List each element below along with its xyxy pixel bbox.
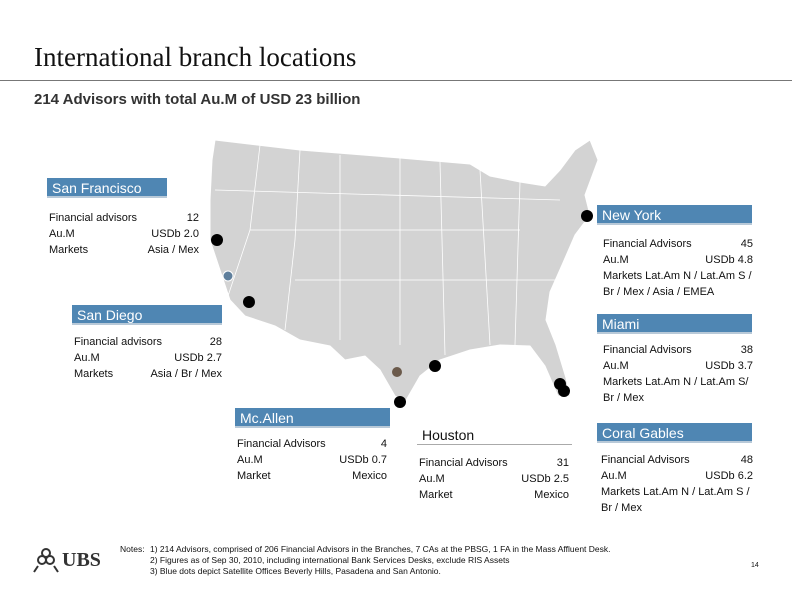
detail-value: 28	[209, 336, 222, 348]
detail-value: USDb 3.7	[705, 360, 753, 372]
detail-label: Financial Advisors	[603, 238, 692, 250]
title: International branch locations	[34, 42, 357, 72]
branch-details: Financial Advisors 31 Au.M USDb 2.5 Market Me…	[419, 455, 569, 503]
branch-header: Miami	[597, 314, 752, 334]
detail-row: Au.M USDb 4.8	[603, 252, 753, 268]
detail-row: Markets Asia / Mex	[49, 242, 199, 258]
branch-details: Financial Advisors 38 Au.M USDb 3.7 Markets …	[603, 342, 753, 406]
detail-value: USDb 4.8	[705, 254, 753, 266]
branch-header: San Francisco	[47, 178, 167, 198]
branch-header: San Diego	[72, 305, 222, 325]
page-number: 14	[751, 562, 759, 569]
detail-row: Financial Advisors 31	[419, 455, 569, 471]
detail-label: Au.M	[419, 473, 445, 485]
detail-row: Financial Advisors 4	[237, 436, 387, 452]
detail-row: Financial Advisors 48	[601, 452, 753, 468]
branch-header: Mc.Allen	[235, 408, 390, 428]
notes: Notes: 1) 214 Advisors, comprised of 206…	[120, 544, 700, 577]
detail-row: Financial Advisors 38	[603, 342, 753, 358]
detail-label: Financial Advisors	[603, 344, 692, 356]
detail-label: Markets	[49, 244, 89, 256]
detail-row: Au.M USDb 2.0	[49, 226, 199, 242]
detail-label: Financial Advisors	[237, 438, 326, 450]
detail-value: Mexico	[352, 470, 387, 482]
branch-details: Financial Advisors 45 Au.M USDb 4.8 Markets …	[603, 236, 753, 300]
note-line: 2) Figures as of Sep 30, 2010, including…	[150, 555, 510, 565]
detail-label: Financial Advisors	[419, 457, 508, 469]
logo: UBS	[62, 549, 101, 571]
detail-label: Market	[419, 489, 453, 501]
detail-row: Au.M USDb 2.5	[419, 471, 569, 487]
detail-value: 48	[740, 454, 753, 466]
markets-text: Markets Lat.Am N / Lat.Am S/ Br / Mex	[603, 376, 749, 404]
branch-header: Coral Gables	[597, 423, 752, 443]
detail-label: Au.M	[603, 360, 629, 372]
detail-row: Market Mexico	[237, 468, 387, 484]
detail-label: Au.M	[601, 470, 627, 482]
branch-details: Financial advisors 12 Au.M USDb 2.0 Markets A…	[49, 210, 199, 258]
branch-header: Houston	[417, 425, 572, 445]
subtitle: 214 Advisors with total Au.M of USD 23 b…	[34, 91, 361, 108]
detail-row: Financial advisors 28	[74, 334, 222, 350]
branch-details: Financial Advisors 48 Au.M USDb 6.2 Markets …	[601, 452, 753, 516]
branch-details: Financial Advisors 4 Au.M USDb 0.7 Market Mex…	[237, 436, 387, 484]
office-dots	[211, 210, 593, 408]
detail-row: Markets Asia / Br / Mex	[74, 366, 222, 382]
detail-label: Market	[237, 470, 271, 482]
detail-row: Market Mexico	[419, 487, 569, 503]
detail-label: Au.M	[603, 254, 629, 266]
us-map	[209, 139, 599, 403]
detail-row: Financial advisors 12	[49, 210, 199, 226]
title-rule	[0, 80, 792, 81]
detail-value: 31	[556, 457, 569, 469]
detail-value: Mexico	[534, 489, 569, 501]
detail-value: 12	[186, 212, 199, 224]
detail-value: USDb 2.5	[521, 473, 569, 485]
markets-text: Markets Lat.Am N / Lat.Am S / Br / Mex /…	[603, 270, 752, 298]
detail-row: Au.M USDb 3.7	[603, 358, 753, 374]
ubs-keys	[33, 548, 59, 573]
detail-value: USDb 0.7	[339, 454, 387, 466]
detail-label: Au.M	[49, 228, 75, 240]
detail-row: Au.M USDb 6.2	[601, 468, 753, 484]
detail-label: Au.M	[237, 454, 263, 466]
state-lines	[214, 144, 561, 356]
detail-label: Financial Advisors	[601, 454, 690, 466]
detail-value: Asia / Br / Mex	[150, 368, 222, 380]
detail-label: Markets	[74, 368, 114, 380]
detail-label: Au.M	[74, 352, 100, 364]
detail-value: 45	[740, 238, 753, 250]
notes-label: Notes:	[120, 544, 145, 554]
detail-value: Asia / Mex	[147, 244, 199, 256]
detail-row: Au.M USDb 0.7	[237, 452, 387, 468]
detail-value: 38	[740, 344, 753, 356]
detail-row: Financial Advisors 45	[603, 236, 753, 252]
detail-value: USDb 6.2	[705, 470, 753, 482]
detail-value: USDb 2.0	[151, 228, 199, 240]
note-line: 1) 214 Advisors, comprised of 206 Financ…	[150, 544, 611, 554]
branch-details: Financial advisors 28 Au.M USDb 2.7 Markets A…	[74, 334, 222, 382]
detail-value: 4	[380, 438, 387, 450]
branch-header: New York	[597, 205, 752, 225]
detail-value: USDb 2.7	[174, 352, 222, 364]
detail-label: Financial advisors	[74, 336, 163, 348]
detail-label: Financial advisors	[49, 212, 138, 224]
markets-text: Markets Lat.Am N / Lat.Am S / Br / Mex	[601, 486, 750, 514]
detail-row: Au.M USDb 2.7	[74, 350, 222, 366]
note-line: 3) Blue dots depict Satellite Offices Be…	[150, 566, 441, 576]
